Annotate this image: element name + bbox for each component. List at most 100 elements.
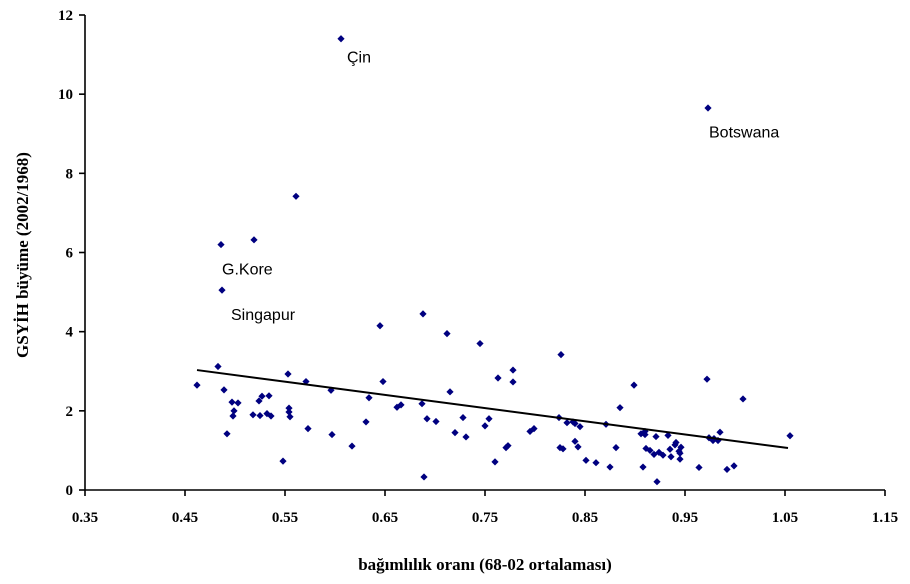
data-point: [393, 403, 401, 411]
data-point: [592, 459, 600, 467]
data-point: [650, 450, 658, 458]
data-point: [739, 395, 747, 403]
data-point: [256, 411, 264, 420]
point-annotation: G.Kore: [222, 261, 273, 278]
data-point: [494, 374, 502, 382]
data-point: [652, 432, 660, 441]
data-point: [786, 432, 794, 440]
data-point: [443, 330, 451, 338]
y-tick-label: 0: [66, 483, 74, 499]
data-point: [559, 445, 567, 453]
data-point: [292, 192, 300, 200]
data-point: [695, 463, 703, 472]
data-point: [671, 441, 679, 449]
data-point: [730, 462, 738, 470]
data-point: [612, 444, 620, 452]
data-point: [571, 437, 579, 445]
data-point: [667, 453, 675, 461]
data-point: [304, 425, 312, 433]
y-tick-label: 8: [66, 166, 74, 182]
data-point: [481, 422, 489, 430]
data-point: [214, 362, 222, 371]
x-axis-title: bağımlılık oranı (68-02 ortalaması): [358, 555, 612, 574]
data-point: [716, 428, 724, 436]
data-point: [420, 473, 428, 481]
x-tick-label: 0.55: [272, 510, 298, 526]
data-point: [217, 240, 225, 249]
data-point: [571, 419, 579, 428]
data-point: [285, 404, 293, 412]
data-point: [462, 433, 470, 441]
data-point: [423, 415, 431, 423]
data-point: [418, 400, 426, 408]
y-tick-label: 2: [66, 404, 74, 420]
data-point: [576, 423, 584, 431]
plot-area: 0.35 0.45 0.55 0.65 0.75 0.85 0.95 1.05 1.15 0 2 4 6…: [58, 8, 898, 526]
data-point: [250, 236, 258, 244]
data-point: [328, 430, 336, 439]
x-tick-label: 0.75: [472, 510, 498, 526]
y-axis-title: GSYİH büyüme (2002/1968): [13, 152, 32, 358]
data-point: [676, 455, 684, 463]
point-annotation: Botswana: [709, 125, 779, 142]
data-point: [285, 408, 293, 416]
data-point: [574, 443, 582, 451]
trend-line: [196, 369, 789, 450]
y-tick-label: 12: [58, 8, 73, 24]
x-tick-label: 0.65: [372, 510, 398, 526]
point-annotation: Singapur: [231, 307, 296, 324]
data-point: [714, 436, 722, 445]
data-point: [459, 413, 467, 422]
data-point: [606, 463, 614, 471]
data-point: [616, 404, 624, 412]
data-point: [637, 430, 645, 438]
data-point: [641, 430, 649, 439]
data-point: [279, 457, 287, 465]
data-point: [557, 351, 565, 359]
data-point: [376, 322, 384, 330]
data-point: [509, 366, 517, 374]
data-point: [666, 445, 674, 453]
y-tick-label: 4: [66, 325, 74, 341]
y-tick-label: 10: [58, 87, 73, 103]
data-point: [664, 431, 672, 439]
data-point: [348, 442, 356, 450]
data-point: [723, 465, 731, 474]
data-point: [265, 392, 273, 400]
data-point: [228, 398, 236, 406]
data-point: [223, 430, 231, 438]
data-point: [502, 444, 510, 452]
data-point: [659, 451, 667, 459]
data-point: [255, 397, 263, 405]
data-point: [451, 429, 459, 437]
data-point: [563, 419, 571, 427]
data-point: [432, 417, 440, 426]
data-point: [258, 392, 266, 400]
data-point: [476, 339, 484, 348]
point-annotation: Çin: [347, 50, 371, 67]
data-point: [485, 415, 493, 423]
x-tick-label: 1.15: [872, 510, 898, 526]
y-tick-label: 6: [66, 246, 74, 262]
data-point: [267, 412, 275, 420]
data-point: [379, 377, 387, 386]
data-point: [337, 35, 345, 43]
data-point: [653, 478, 661, 486]
data-point: [362, 418, 370, 426]
x-tick-label: 0.45: [172, 510, 198, 526]
data-point: [509, 378, 517, 386]
data-point: [193, 381, 201, 389]
data-point: [703, 375, 711, 383]
data-point: [526, 427, 534, 436]
data-point: [704, 104, 712, 112]
data-point: [582, 456, 590, 464]
data-point: [249, 411, 257, 419]
data-point: [286, 413, 294, 421]
data-point: [446, 388, 454, 396]
data-point: [220, 386, 228, 394]
data-point: [365, 394, 373, 402]
data-point: [230, 407, 238, 415]
data-point: [709, 436, 717, 445]
x-tick-label: 1.05: [772, 510, 798, 526]
